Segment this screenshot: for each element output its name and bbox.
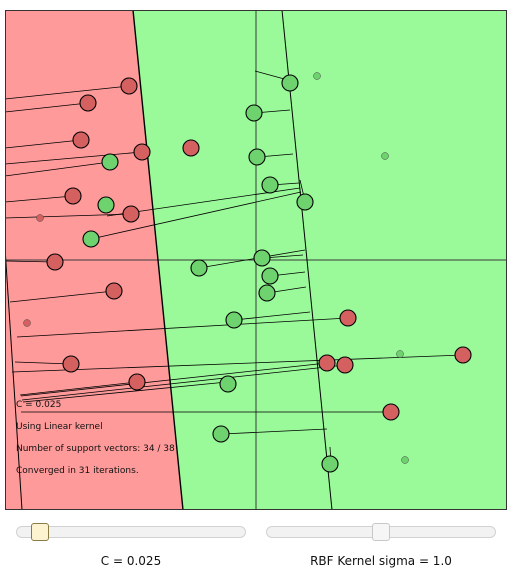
connector-line [254, 70, 289, 81]
support-vector-green [281, 74, 299, 92]
connector-line [22, 381, 228, 403]
support-vector-green [219, 375, 237, 393]
connector-line [198, 249, 306, 269]
svm-plot-area[interactable] [5, 10, 507, 510]
info-convergence: Converged in 31 iterations. [16, 466, 139, 476]
data-point-green [396, 350, 404, 358]
sigma-slider-thumb[interactable] [372, 523, 390, 541]
c-slider-label: C = 0.025 [100, 554, 162, 568]
connector-line [5, 161, 111, 177]
data-point-green [381, 152, 389, 160]
support-vector-red [72, 131, 90, 149]
support-vector-red [46, 253, 64, 271]
support-vector-green [258, 284, 276, 302]
support-vector-green [253, 249, 271, 267]
support-vector-green [296, 193, 314, 211]
connector-line [233, 311, 311, 321]
support-vector-red [182, 139, 200, 157]
connector-line [9, 290, 115, 303]
support-vector-green [321, 455, 339, 473]
support-vector-red [120, 77, 138, 95]
connector-line [11, 354, 464, 373]
info-c-value: C = 0.025 [16, 400, 62, 410]
support-vector-green [97, 196, 115, 214]
connector-line [5, 213, 132, 219]
support-vector-red [339, 309, 357, 327]
support-vector-green [82, 230, 100, 248]
sigma-slider-label: RBF Kernel sigma = 1.0 [310, 554, 452, 568]
connector-line [20, 362, 328, 397]
support-vector-green [190, 259, 208, 277]
support-vector-red [382, 403, 400, 421]
support-vector-green [248, 148, 266, 166]
support-vector-green [261, 176, 279, 194]
support-vector-red [128, 373, 146, 391]
support-vector-green [212, 425, 230, 443]
connector-line [5, 151, 143, 165]
connector-line [5, 139, 82, 149]
connector-line [5, 85, 130, 100]
data-point-green [401, 456, 409, 464]
c-slider-track[interactable] [16, 526, 246, 538]
margin-line-positive [281, 10, 333, 510]
info-support-vectors: Number of support vectors: 34 / 38 [16, 444, 175, 454]
margin-line-negative [5, 247, 23, 510]
connector-line [19, 381, 138, 396]
support-vector-green [225, 311, 243, 329]
support-vector-green [101, 153, 119, 171]
info-kernel: Using Linear kernel [16, 422, 103, 432]
support-vector-red [122, 205, 140, 223]
connector-line [90, 191, 302, 240]
plot-border [5, 10, 507, 510]
support-vector-red [105, 282, 123, 300]
support-vector-red [318, 354, 336, 372]
decision-boundary [132, 10, 184, 510]
support-vector-red [454, 346, 472, 364]
support-vector-red [79, 94, 97, 112]
connector-line [221, 428, 328, 435]
connector-line [21, 364, 346, 401]
connector-line [16, 317, 349, 338]
support-vector-red [62, 355, 80, 373]
support-vector-red [64, 187, 82, 205]
c-slider-thumb[interactable] [31, 523, 49, 541]
data-point-red [36, 214, 44, 222]
svm-decision-canvas[interactable] [5, 10, 507, 510]
connector-line [5, 102, 89, 113]
connector-line [5, 195, 74, 203]
data-point-green [313, 72, 321, 80]
connector-line [14, 361, 72, 365]
support-vector-red [133, 143, 151, 161]
support-vector-green [261, 267, 279, 285]
support-vector-green [245, 104, 263, 122]
data-point-red [23, 319, 31, 327]
support-vector-red [336, 356, 354, 374]
